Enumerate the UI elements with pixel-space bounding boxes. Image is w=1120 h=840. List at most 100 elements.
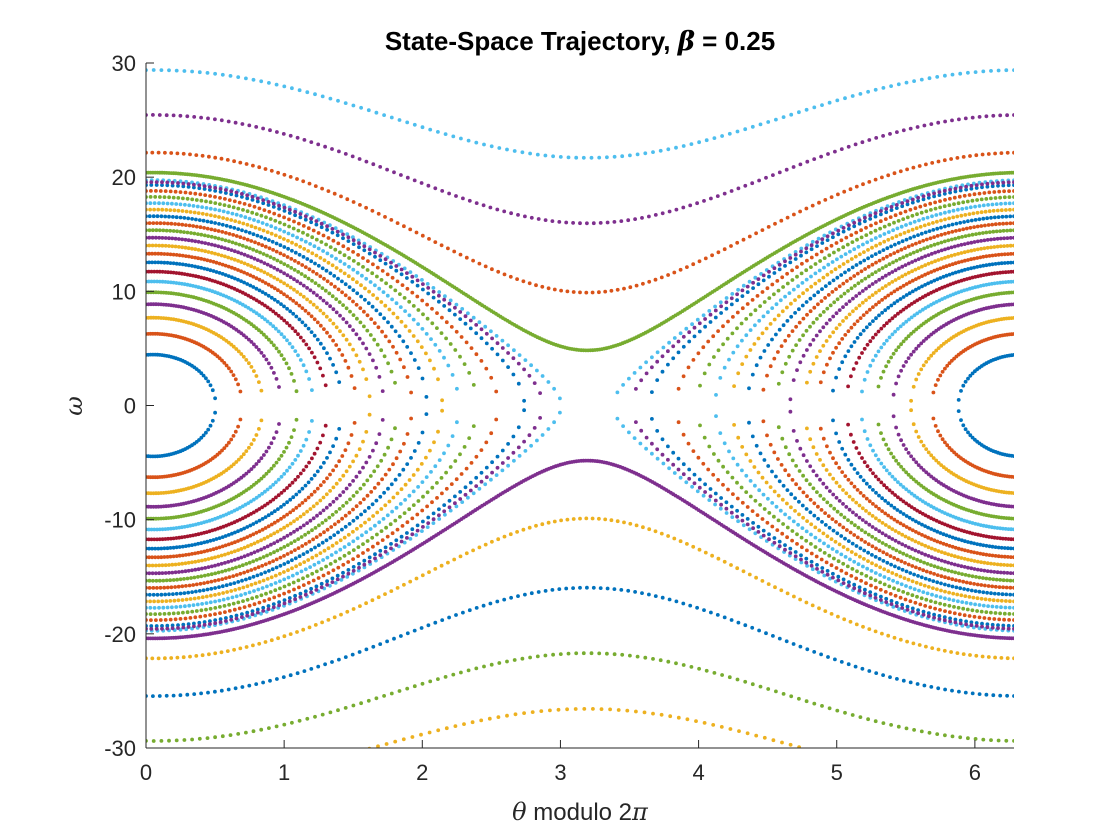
trajectory-point	[318, 308, 323, 313]
trajectory-point	[164, 599, 169, 603]
trajectory-point	[263, 244, 268, 249]
trajectory-point	[767, 511, 772, 515]
trajectory-point	[351, 288, 356, 293]
trajectory-point	[384, 281, 388, 286]
trajectory-point	[830, 290, 835, 294]
trajectory-point	[250, 198, 255, 202]
trajectory-point	[827, 553, 832, 558]
trajectory-point	[205, 258, 210, 263]
trajectory-point	[170, 236, 175, 241]
trajectory-point	[881, 256, 886, 261]
trajectory-point	[783, 338, 788, 343]
trajectory-point	[239, 537, 244, 542]
trajectory-point	[163, 571, 168, 575]
trajectory-point	[987, 535, 991, 539]
trajectory-point	[1008, 571, 1013, 575]
trajectory-point	[901, 485, 906, 489]
trajectory-point	[271, 559, 275, 563]
trajectory-point	[815, 490, 819, 494]
trajectory-point	[920, 499, 925, 504]
trajectory-point	[897, 266, 901, 271]
trajectory-point	[768, 485, 773, 489]
trajectory-point	[906, 261, 911, 266]
trajectory-point	[229, 256, 234, 261]
trajectory-point	[1012, 302, 1014, 307]
trajectory-point	[795, 274, 799, 279]
trajectory-point	[903, 544, 908, 548]
trajectory-point	[175, 229, 180, 234]
trajectory-point	[243, 591, 248, 596]
trajectory-point	[303, 308, 308, 313]
trajectory-point	[876, 349, 881, 354]
trajectory-point	[257, 300, 262, 304]
trajectory-point	[236, 529, 240, 534]
trajectory-point	[200, 211, 205, 216]
trajectory-point	[809, 255, 814, 260]
trajectory-point	[194, 589, 198, 594]
trajectory-point	[264, 591, 268, 596]
trajectory-point	[213, 612, 217, 616]
trajectory-point	[247, 337, 251, 342]
trajectory-point	[189, 231, 193, 235]
trajectory-point	[1004, 221, 1009, 226]
trajectory-point	[902, 231, 907, 235]
trajectory-point	[217, 545, 222, 550]
trajectory-point	[400, 283, 405, 287]
trajectory-point	[870, 262, 875, 267]
trajectory-point	[334, 550, 338, 555]
trajectory-point	[171, 536, 176, 541]
trajectory-point	[843, 270, 847, 275]
trajectory-point	[899, 559, 904, 564]
trajectory-point	[832, 250, 836, 255]
trajectory-point	[326, 260, 331, 265]
trajectory-point	[884, 596, 889, 601]
trajectory-point	[332, 274, 337, 278]
trajectory-point	[282, 584, 287, 589]
trajectory-point	[298, 358, 303, 362]
trajectory-point	[213, 586, 218, 590]
trajectory-point	[243, 515, 248, 519]
trajectory-point	[873, 270, 878, 274]
trajectory-point	[967, 573, 971, 578]
trajectory-point	[356, 554, 360, 558]
trajectory-point	[981, 216, 986, 221]
trajectory-point	[861, 313, 866, 317]
trajectory-point	[907, 291, 912, 296]
trajectory-point	[783, 543, 787, 547]
trajectory-point	[996, 252, 1001, 257]
trajectory-point	[841, 245, 846, 250]
trajectory-point	[819, 508, 824, 512]
trajectory-point	[696, 351, 701, 356]
trajectory-point	[315, 501, 319, 506]
trajectory-point	[946, 568, 951, 573]
trajectory-point	[799, 553, 803, 558]
trajectory-point	[833, 267, 838, 272]
trajectory-point	[818, 380, 823, 385]
trajectory-point	[173, 585, 178, 589]
trajectory-point	[729, 504, 734, 509]
trajectory-point	[153, 195, 158, 199]
trajectory-point	[1004, 585, 1009, 590]
trajectory-point	[297, 585, 301, 590]
trajectory-point	[435, 481, 439, 485]
trajectory-point	[287, 440, 291, 445]
trajectory-point	[920, 264, 924, 269]
trajectory-point	[347, 542, 351, 547]
trajectory-point	[282, 281, 286, 286]
trajectory-point	[889, 244, 893, 249]
trajectory-point	[996, 261, 1001, 266]
trajectory-point	[312, 489, 317, 494]
trajectory-point	[180, 281, 184, 286]
trajectory-point	[292, 277, 296, 282]
trajectory-point	[394, 350, 399, 355]
trajectory-point	[851, 296, 855, 301]
trajectory-point	[226, 596, 230, 601]
trajectory-point	[864, 496, 869, 501]
trajectory-point	[341, 473, 346, 478]
trajectory-point	[216, 562, 221, 567]
trajectory-point	[371, 544, 375, 549]
trajectory-point	[403, 309, 407, 313]
trajectory-point	[468, 326, 473, 331]
trajectory-point	[295, 290, 300, 294]
trajectory-point	[874, 546, 878, 551]
